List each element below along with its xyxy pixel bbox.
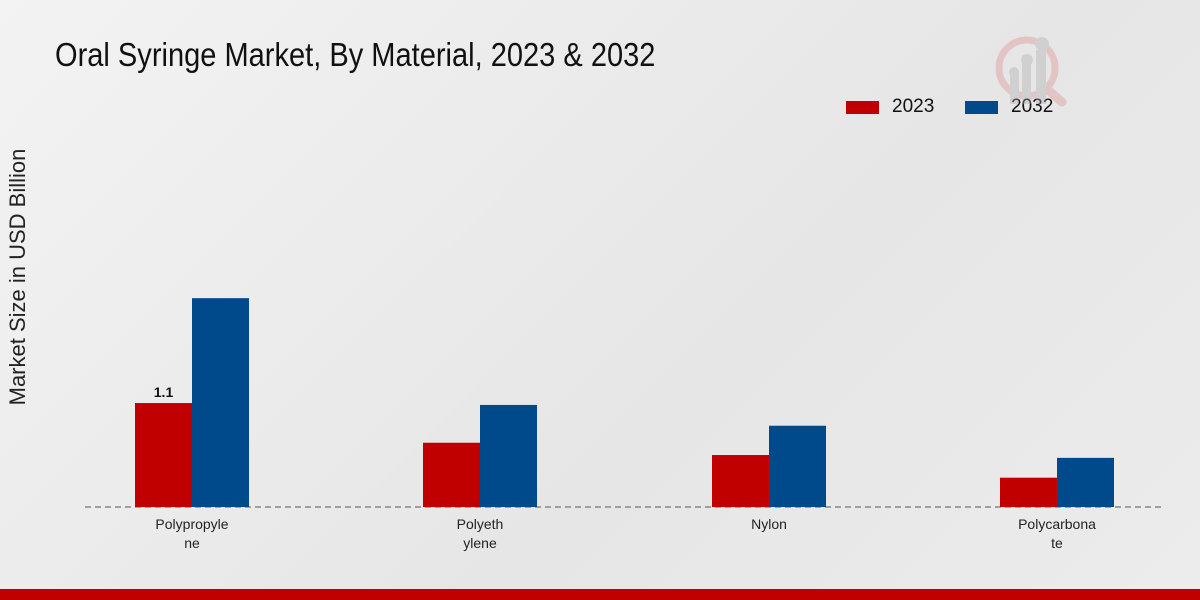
x-tick-label: Polypropyle [155, 516, 228, 532]
legend-item-2032: 2032 [965, 96, 1053, 118]
data-label: 1.1 [154, 384, 174, 400]
bar-2032-2 [769, 425, 826, 507]
bar-2023-0 [135, 403, 192, 507]
x-tick-label: Polyeth [457, 516, 504, 532]
legend-swatch-2023 [846, 100, 879, 114]
chart-title: Oral Syringe Market, By Material, 2023 &… [55, 36, 656, 73]
x-tick-label: Nylon [751, 516, 787, 532]
bar-2023-1 [423, 442, 480, 507]
x-tick-label: Polycarbona [1018, 516, 1096, 532]
x-tick-label: ne [184, 535, 200, 551]
x-tick-label: ylene [463, 535, 497, 551]
bottom-accent-bar [0, 589, 1200, 600]
bar-2032-1 [480, 404, 537, 507]
bar-2032-3 [1057, 457, 1114, 507]
legend-swatch-2032 [965, 100, 998, 114]
logo-icon [995, 36, 1067, 107]
x-tick-label: te [1051, 535, 1063, 551]
bar-2023-3 [1000, 477, 1057, 507]
bar-2023-2 [712, 455, 769, 507]
bar-2032-0 [192, 298, 249, 507]
legend-label-2023: 2023 [892, 96, 935, 117]
legend-item-2023: 2023 [846, 96, 934, 118]
legend-label-2032: 2032 [1011, 96, 1054, 117]
